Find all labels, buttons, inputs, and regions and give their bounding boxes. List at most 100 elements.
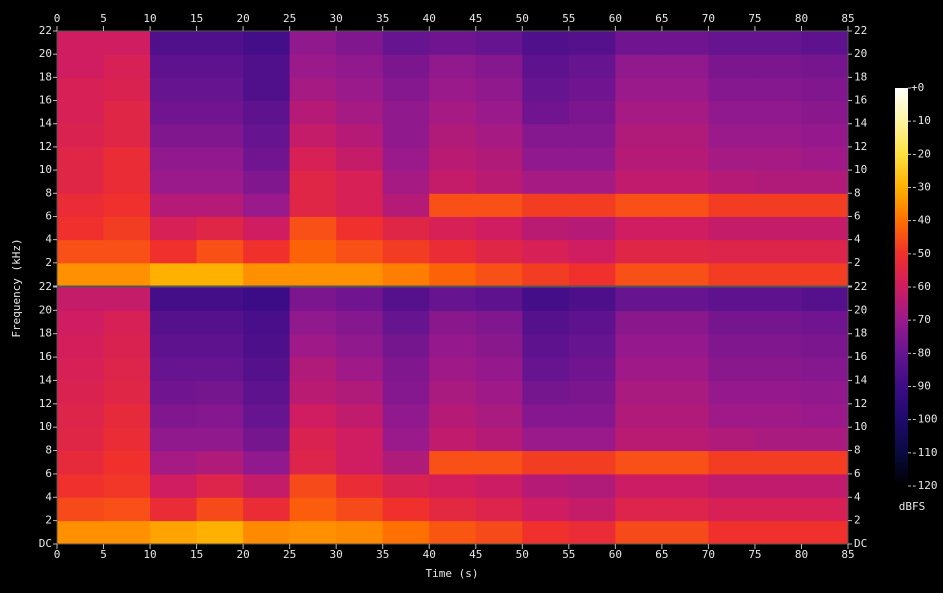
heat-cell	[661, 239, 709, 264]
heat-cell	[57, 216, 105, 241]
heat-cell	[568, 77, 616, 102]
heat-cell	[289, 473, 337, 498]
heat-cell	[196, 170, 244, 194]
colorbar-tick-label: -90	[911, 380, 931, 393]
heat-cell	[568, 310, 616, 335]
heat-cell	[615, 287, 663, 311]
heat-cell	[382, 380, 430, 405]
heat-cell	[382, 100, 430, 125]
colorbar-tick-label: -110	[911, 446, 938, 459]
heat-cell	[150, 427, 198, 452]
heat-cell	[801, 310, 849, 335]
colorbar-tick-label: -30	[911, 181, 931, 194]
heat-cell	[429, 100, 477, 125]
heat-cell	[243, 357, 291, 381]
heat-cell	[103, 427, 151, 452]
heat-cell	[475, 497, 523, 522]
heat-cell	[57, 380, 105, 405]
heat-cell	[57, 170, 105, 194]
heat-cell	[429, 239, 477, 264]
heat-cell	[754, 54, 802, 78]
heat-cell	[522, 333, 570, 358]
heat-cell	[150, 310, 198, 335]
heat-cell	[661, 54, 709, 78]
heat-cell	[150, 123, 198, 148]
heat-cell	[336, 31, 384, 55]
heat-cell	[196, 310, 244, 335]
heat-cell	[336, 170, 384, 194]
heat-cell	[522, 193, 570, 217]
x-tick-label: 70	[702, 548, 715, 561]
heat-cell	[336, 427, 384, 452]
heat-cell	[475, 473, 523, 498]
x-tick-label: 65	[655, 548, 668, 561]
heat-cell	[801, 239, 849, 264]
x-tick-label: 25	[283, 12, 296, 25]
heat-cell	[150, 193, 198, 217]
heat-cell	[289, 146, 337, 171]
heat-cell	[475, 54, 523, 78]
x-tick-label: 35	[376, 548, 389, 561]
heat-cell	[661, 77, 709, 102]
heat-cell	[801, 287, 849, 311]
heat-cell	[103, 497, 151, 522]
heat-cell	[522, 357, 570, 381]
heat-cell	[336, 146, 384, 171]
heat-cell	[243, 403, 291, 428]
heat-cell	[615, 310, 663, 335]
heat-cell	[243, 31, 291, 55]
heat-cell	[708, 520, 756, 545]
heat-cell	[568, 427, 616, 452]
heat-cell	[522, 427, 570, 452]
heat-cell	[150, 357, 198, 381]
heat-cell	[196, 123, 244, 148]
heat-cell	[382, 497, 430, 522]
heat-cell	[336, 287, 384, 311]
heat-cell	[568, 100, 616, 125]
heat-cell	[801, 170, 849, 194]
heat-cell	[708, 357, 756, 381]
heat-cell	[429, 54, 477, 78]
heat-cell	[336, 450, 384, 475]
heat-cell	[522, 473, 570, 498]
heat-cell	[289, 357, 337, 381]
heat-cell	[568, 170, 616, 194]
y-tick-label: 14	[39, 117, 53, 130]
heat-cell	[289, 193, 337, 217]
heat-cell	[568, 357, 616, 381]
colorbar-tick-label: -80	[911, 346, 931, 359]
heat-cell	[196, 146, 244, 171]
heat-cell	[289, 123, 337, 148]
x-tick-label: 40	[423, 548, 436, 561]
y-tick-label: 16	[854, 94, 867, 107]
heat-cell	[708, 193, 756, 217]
y-tick-label: 8	[854, 444, 861, 457]
x-tick-label: 5	[100, 548, 107, 561]
x-tick-label: 30	[330, 12, 343, 25]
y-tick-label: 4	[45, 233, 52, 246]
heat-cell	[382, 310, 430, 335]
y-tick-label: DC	[39, 537, 52, 550]
heat-cell	[336, 193, 384, 217]
x-tick-label: 80	[795, 12, 808, 25]
heat-cell	[754, 100, 802, 125]
y-tick-label: 8	[854, 186, 861, 199]
heat-cell	[661, 146, 709, 171]
heat-cell	[801, 497, 849, 522]
heat-cell	[475, 310, 523, 335]
heat-cell	[382, 473, 430, 498]
heat-cell	[522, 287, 570, 311]
y-tick-label: 12	[39, 140, 52, 153]
x-tick-label: 65	[655, 12, 668, 25]
heat-cell	[289, 333, 337, 358]
heat-cell	[754, 77, 802, 102]
y-tick-label: 6	[45, 467, 52, 480]
heat-cell	[150, 77, 198, 102]
heat-cell	[801, 333, 849, 358]
panel-frame	[56, 30, 849, 287]
heat-cell	[336, 380, 384, 405]
heat-cell	[150, 497, 198, 522]
heat-cell	[336, 262, 384, 287]
heat-cell	[196, 520, 244, 545]
